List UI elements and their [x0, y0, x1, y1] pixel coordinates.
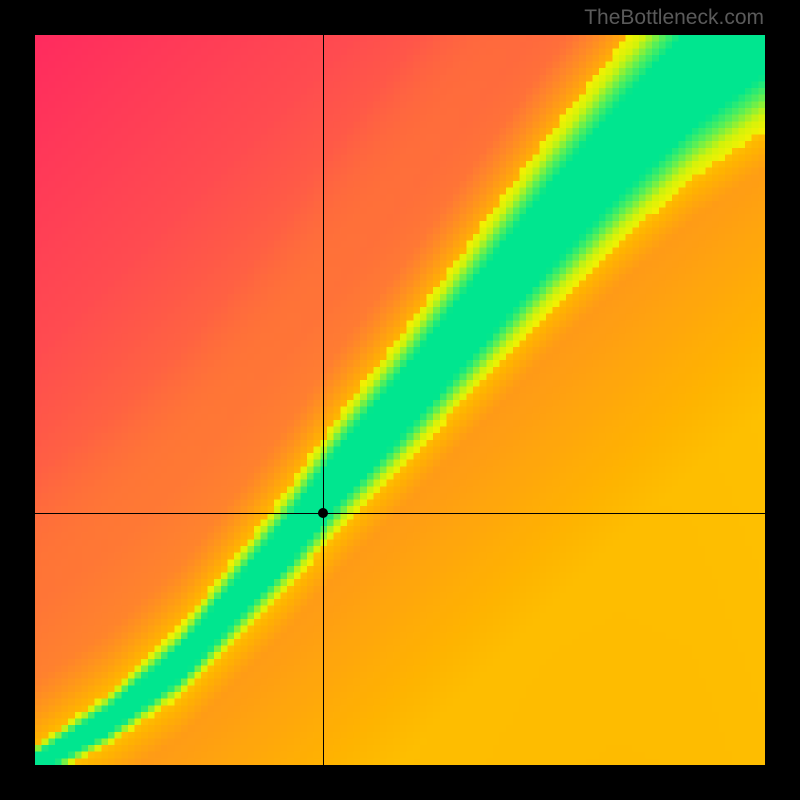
plot-area [35, 35, 765, 765]
watermark-text: TheBottleneck.com [584, 6, 764, 30]
crosshair-vertical [323, 35, 324, 765]
data-point-marker [318, 508, 328, 518]
heatmap-canvas [35, 35, 765, 765]
crosshair-horizontal [35, 513, 765, 514]
